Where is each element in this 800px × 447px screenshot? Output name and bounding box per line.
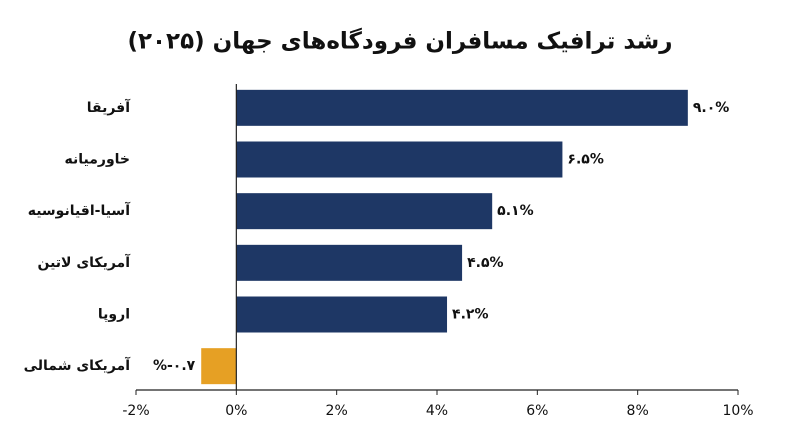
value-label: ۶.۵% [567, 152, 603, 168]
value-label: ۵.۱% [497, 203, 533, 219]
bar [236, 89, 688, 126]
x-tick-label: 0% [225, 403, 247, 419]
x-tick-label: 10% [722, 403, 753, 419]
value-label: %-۰.۷ [153, 358, 196, 374]
category-label: آفریقا [87, 98, 131, 116]
x-tick-label: 2% [326, 403, 348, 419]
x-tick-label: 4% [426, 403, 448, 419]
category-label: اروپا [98, 307, 130, 323]
bar [236, 141, 563, 178]
bar [201, 348, 237, 385]
category-label: آسیا-اقیانوسیه [28, 201, 131, 219]
value-label: ۴.۲% [452, 307, 488, 323]
value-label: ۴.۵% [467, 255, 503, 271]
x-tick-label: -2% [122, 403, 149, 419]
bar [236, 193, 493, 230]
x-tick-label: 6% [526, 403, 548, 419]
bar [236, 244, 463, 281]
chart-title: رشد ترافیک مسافران فرودگاه‌های جهان (۲۰۲… [127, 28, 672, 55]
x-tick-label: 8% [627, 403, 649, 419]
category-label: خاورمیانه [65, 152, 131, 168]
value-label: ۹.۰% [693, 100, 729, 116]
category-label: آمریکای شمالی [24, 356, 132, 374]
bar [236, 296, 448, 333]
category-label: آمریکای لاتین [37, 253, 131, 271]
